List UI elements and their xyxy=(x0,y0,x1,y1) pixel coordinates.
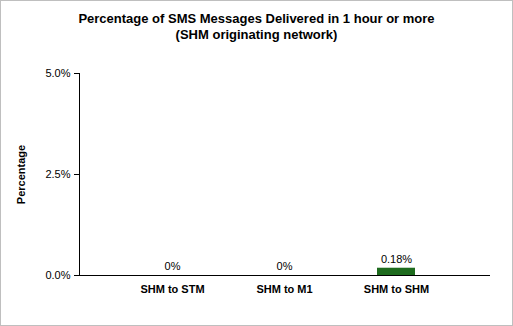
svg-text:2.5%: 2.5% xyxy=(45,168,70,180)
svg-text:SHM to M1: SHM to M1 xyxy=(256,283,312,295)
svg-text:0.18%: 0.18% xyxy=(381,253,412,265)
svg-text:0.0%: 0.0% xyxy=(45,269,70,281)
html-text:(SHM originating network): (SHM originating network) xyxy=(175,27,338,42)
svg-text:SHM to SHM: SHM to SHM xyxy=(364,283,429,295)
html-text:Percentage of SMS Messages Del: Percentage of SMS Messages Delivered in … xyxy=(78,11,435,26)
svg-text:SHM to STM: SHM to STM xyxy=(140,283,204,295)
svg-text:0%: 0% xyxy=(277,260,293,272)
svg-text:Percentage: Percentage xyxy=(15,145,27,204)
svg-text:5.0%: 5.0% xyxy=(45,67,70,79)
svg-text:0%: 0% xyxy=(165,260,181,272)
